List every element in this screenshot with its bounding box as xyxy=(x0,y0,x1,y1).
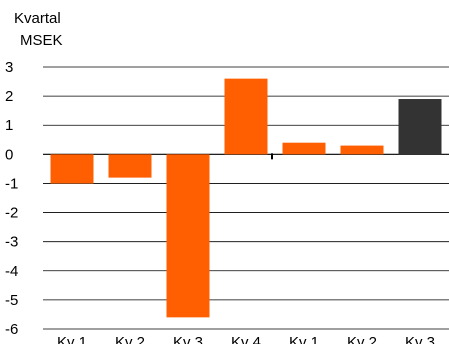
y-axis-unit-label: MSEK xyxy=(20,32,63,49)
x-tick-label: Kv 3 xyxy=(405,334,435,344)
bar-6 xyxy=(340,145,384,155)
y-tick-label: -5 xyxy=(5,292,18,309)
y-tick-label: 2 xyxy=(5,88,13,105)
x-axis-tick-labels: Kv 1 Kv 2 Kv 3 Kv 4 Kv 1 Kv 2 Kv 3 xyxy=(57,334,435,344)
bar-5 xyxy=(282,142,326,155)
bars xyxy=(50,78,442,318)
y-tick-label: -4 xyxy=(5,263,18,280)
bar-2 xyxy=(108,154,152,178)
bar-4 xyxy=(224,78,268,155)
x-tick-label: Kv 2 xyxy=(347,334,377,344)
x-tick-label: Kv 4 xyxy=(231,334,261,344)
y-tick-label: -1 xyxy=(5,175,18,192)
y-tick-label: -2 xyxy=(5,205,18,222)
x-tick-label: Kv 3 xyxy=(173,334,203,344)
bar-1 xyxy=(50,154,94,184)
x-tick-label: Kv 1 xyxy=(289,334,319,344)
bar-3 xyxy=(166,154,210,318)
y-tick-label: 1 xyxy=(5,117,13,134)
y-tick-label: 3 xyxy=(5,59,13,76)
x-tick-label: Kv 2 xyxy=(115,334,145,344)
y-tick-label: -6 xyxy=(5,321,18,338)
y-axis-tick-labels: 3 2 1 0 -1 -2 -3 -4 -5 -6 xyxy=(5,59,18,338)
x-tick-label: Kv 1 xyxy=(57,334,87,344)
y-tick-label: 0 xyxy=(5,146,13,163)
gridlines xyxy=(43,66,449,330)
bar-7 xyxy=(398,99,442,155)
y-tick-label: -3 xyxy=(5,234,18,251)
chart-title: Kvartal xyxy=(14,10,61,27)
